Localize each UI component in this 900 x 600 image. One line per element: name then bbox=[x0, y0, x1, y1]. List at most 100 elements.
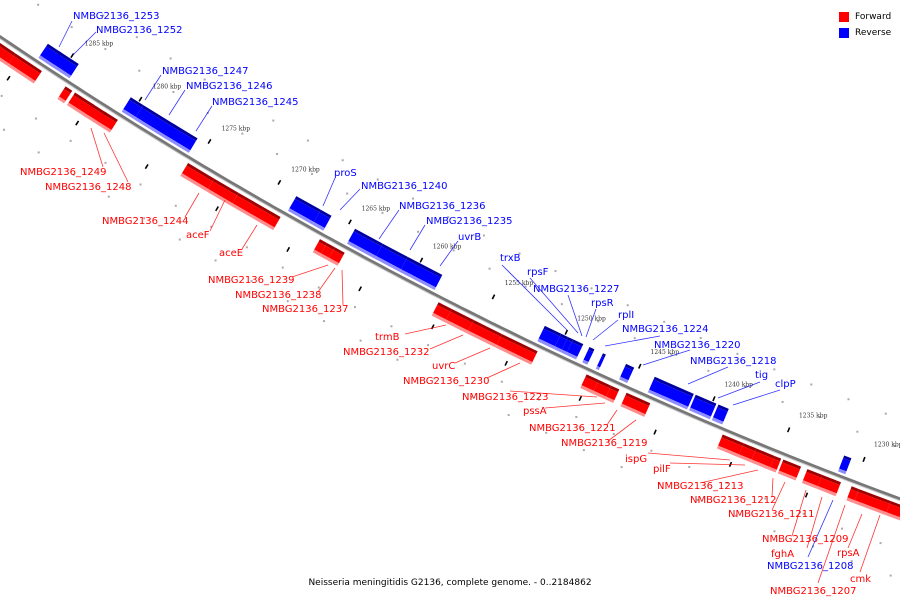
gene-nmbg2136_1209-top bbox=[806, 469, 823, 478]
gene-label[interactable]: pssA bbox=[523, 406, 547, 417]
gene-label[interactable]: clpP bbox=[775, 379, 796, 390]
genome-backbone bbox=[0, 34, 900, 501]
gene-nmbg2136_1230-top bbox=[500, 334, 538, 354]
tick-label: 1260 kbp bbox=[433, 244, 462, 251]
gene-uvrb bbox=[401, 259, 441, 288]
gene-nmbg2136_1253-shade bbox=[38, 55, 55, 68]
leader-line bbox=[604, 335, 661, 347]
tick-mark bbox=[70, 53, 75, 59]
gene-label[interactable]: rpsR bbox=[591, 298, 614, 309]
gene-unlabeled-top bbox=[102, 111, 118, 123]
grid-dot bbox=[381, 211, 384, 214]
leader-line bbox=[771, 477, 774, 498]
gene-label[interactable]: NMBG2136_1249 bbox=[20, 167, 106, 178]
gene-label[interactable]: NMBG2136_1218 bbox=[690, 356, 776, 367]
gene-pssa bbox=[593, 382, 610, 397]
gene-label[interactable]: fghA bbox=[771, 549, 794, 560]
grid-dot bbox=[500, 380, 503, 383]
gene-label[interactable]: NMBG2136_1232 bbox=[343, 347, 429, 358]
gene-trxb bbox=[538, 328, 560, 347]
gene-label[interactable]: NMBG2136_1240 bbox=[361, 181, 447, 192]
grid-dot bbox=[524, 285, 527, 288]
gene-label[interactable]: NMBG2136_1219 bbox=[561, 438, 647, 449]
gene-label[interactable]: NMBG2136_1207 bbox=[770, 586, 856, 597]
gene-label[interactable]: NMBG2136_1253 bbox=[73, 11, 159, 22]
gene-nmbg2136_1238-top bbox=[325, 243, 335, 250]
grid-dot bbox=[626, 304, 629, 307]
gene-label[interactable]: NMBG2136_1239 bbox=[208, 275, 294, 286]
leader-line bbox=[717, 381, 761, 399]
tick-mark bbox=[348, 219, 352, 225]
leader-line bbox=[486, 362, 521, 379]
gene-label[interactable]: pilF bbox=[653, 464, 671, 475]
gene-label[interactable]: NMBG2136_1244 bbox=[102, 216, 188, 227]
grid-dot bbox=[70, 26, 73, 29]
gene-label[interactable]: aceE bbox=[219, 248, 243, 259]
gene-label[interactable]: NMBG2136_1236 bbox=[399, 201, 485, 212]
gene-label[interactable]: NMBG2136_1212 bbox=[690, 495, 776, 506]
gene-label[interactable]: NMBG2136_1252 bbox=[96, 25, 182, 36]
gene-label[interactable]: NMBG2136_1211 bbox=[728, 509, 814, 520]
grid-dot bbox=[736, 352, 739, 355]
gene-label[interactable]: ispG bbox=[625, 454, 647, 465]
grid-dot bbox=[620, 466, 623, 469]
gene-label[interactable]: NMBG2136_1213 bbox=[657, 481, 743, 492]
gene-cmk-shade bbox=[885, 512, 900, 520]
gene-label[interactable]: rplI bbox=[618, 310, 634, 321]
gene-nmbg2136_1227 bbox=[562, 339, 572, 352]
gene-nmbg2136_1224-shade bbox=[595, 366, 600, 371]
gene-label[interactable]: uvrB bbox=[458, 232, 481, 243]
grid-dot bbox=[810, 383, 813, 386]
leader-line bbox=[241, 224, 258, 250]
grid-dot bbox=[633, 337, 636, 340]
grid-dot bbox=[416, 230, 419, 233]
gene-label[interactable]: proS bbox=[334, 168, 357, 179]
gene-label[interactable]: NMBG2136_1246 bbox=[186, 81, 272, 92]
gene-label[interactable]: NMBG2136_1245 bbox=[212, 97, 298, 108]
gene-label[interactable]: cmk bbox=[850, 574, 871, 585]
leader-line bbox=[501, 264, 568, 331]
gene-unlabeled bbox=[0, 46, 14, 64]
gene-nmbg2136_1230 bbox=[496, 336, 537, 363]
grid-dot bbox=[69, 139, 72, 142]
gene-label[interactable]: NMBG2136_1248 bbox=[45, 182, 131, 193]
gene-label[interactable]: uvrC bbox=[432, 361, 455, 372]
gene-nmbg2136_1230-shade bbox=[495, 344, 533, 365]
gene-label[interactable]: NMBG2136_1223 bbox=[462, 392, 548, 403]
gene-nmbg2136_1211-top bbox=[782, 459, 802, 470]
gene-label[interactable]: rpsA bbox=[837, 548, 860, 559]
gene-nmbg2136_1208 bbox=[839, 458, 851, 472]
leader-line bbox=[72, 31, 97, 56]
gene-nmbg2136_1213 bbox=[751, 451, 774, 468]
grid-dot bbox=[237, 99, 240, 102]
gene-nmbg2136_1219 bbox=[621, 395, 650, 415]
gene-label[interactable]: NMBG2136_1235 bbox=[426, 216, 512, 227]
grid-dot bbox=[707, 369, 710, 372]
gene-label[interactable]: NMBG2136_1227 bbox=[533, 284, 619, 295]
grid-dot bbox=[847, 398, 850, 401]
gene-label[interactable]: tig bbox=[755, 370, 768, 381]
leader-line bbox=[341, 269, 344, 306]
gene-label[interactable]: NMBG2136_1224 bbox=[622, 324, 708, 335]
gene-ispg bbox=[718, 437, 743, 455]
leader-line bbox=[592, 319, 619, 341]
minor-tick-mark bbox=[653, 429, 657, 435]
gene-label[interactable]: trmB bbox=[375, 332, 400, 343]
gene-label[interactable]: trxB bbox=[500, 253, 521, 264]
gene-label[interactable]: NMBG2136_1247 bbox=[162, 66, 248, 77]
gene-label[interactable]: NMBG2136_1230 bbox=[403, 376, 489, 387]
gene-label[interactable]: NMBG2136_1220 bbox=[654, 340, 740, 351]
gene-label[interactable]: NMBG2136_1237 bbox=[262, 304, 348, 315]
gene-label[interactable]: aceF bbox=[186, 230, 210, 241]
gene-nmbg2136_1220-top bbox=[624, 363, 635, 371]
tick-mark bbox=[638, 363, 642, 369]
gene-label[interactable]: NMBG2136_1221 bbox=[529, 423, 615, 434]
gene-label[interactable]: NMBG2136_1209 bbox=[762, 534, 848, 545]
gene-nmbg2136_1239 bbox=[314, 241, 326, 254]
gene-label[interactable]: rpsF bbox=[527, 267, 549, 278]
gene-label[interactable]: NMBG2136_1238 bbox=[235, 290, 321, 301]
gene-nmbg2136_1207-shade bbox=[846, 497, 855, 504]
gene-nmbg2136_1207-top bbox=[850, 486, 859, 492]
gene-label[interactable]: NMBG2136_1208 bbox=[767, 561, 853, 572]
gene-unlabeled-shade bbox=[0, 57, 9, 66]
